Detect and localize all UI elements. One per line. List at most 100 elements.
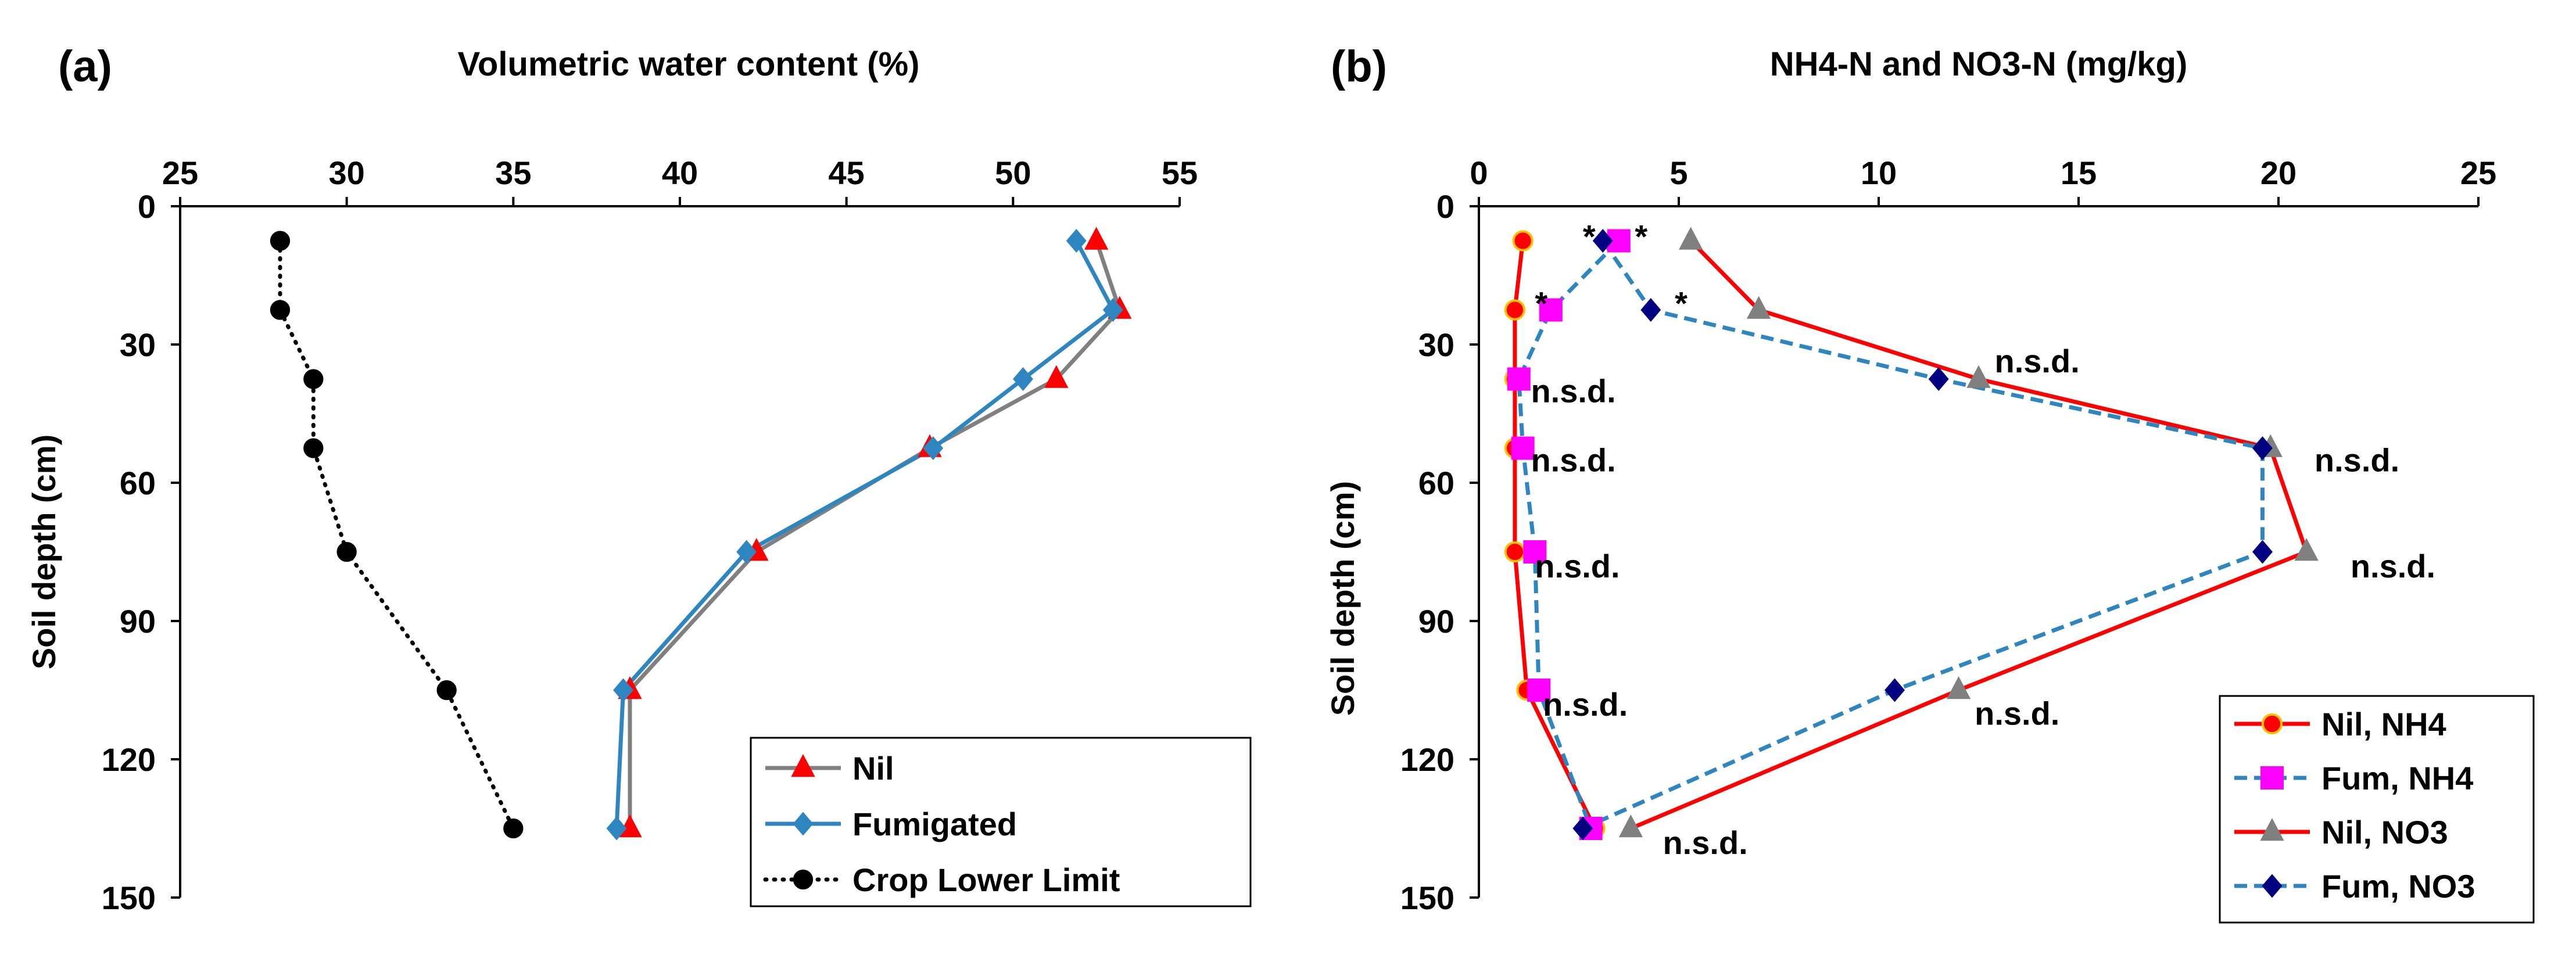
data-point-s3-0 — [1592, 228, 1613, 253]
data-point-s1-3 — [1511, 436, 1535, 460]
data-point-s2-0 — [270, 231, 291, 251]
data-point-s2-5 — [436, 680, 457, 701]
significance-marker: * — [1583, 218, 1596, 255]
data-point-s1-3 — [923, 436, 944, 461]
y-tick-label: 150 — [102, 880, 156, 916]
x-tick-label: 30 — [329, 155, 365, 191]
nsd-annotation: n.s.d. — [1543, 686, 1628, 723]
legend-label: Crop Lower Limit — [852, 862, 1120, 898]
x-tick-label: 5 — [1669, 155, 1688, 191]
legend-label: Nil, NH4 — [2321, 706, 2446, 742]
data-point-s0-0 — [1084, 227, 1109, 250]
data-point-s1-4 — [1523, 540, 1547, 564]
x-tick-label: 40 — [662, 155, 698, 191]
significance-marker: * — [1675, 285, 1688, 322]
data-point-s1-4 — [736, 540, 757, 564]
y-tick-label: 90 — [1418, 603, 1454, 640]
chart-title: Volumetric water content (%) — [458, 45, 920, 83]
legend-marker-3 — [2262, 874, 2283, 898]
data-point-s3-6 — [1572, 816, 1593, 841]
data-point-s1-5 — [1527, 679, 1551, 702]
x-tick-label: 20 — [2260, 155, 2296, 191]
data-point-s3-2 — [1928, 367, 1949, 392]
legend-marker-2 — [2260, 818, 2284, 841]
data-point-s0-1 — [1504, 299, 1526, 321]
panel-label: (b) — [1331, 42, 1387, 91]
legend-label: Fumigated — [852, 806, 1017, 842]
x-tick-label: 25 — [2460, 155, 2496, 191]
data-point-s2-5 — [1946, 676, 1971, 699]
data-point-s3-4 — [2252, 540, 2273, 564]
x-tick-label: 55 — [1162, 155, 1198, 191]
data-point-s2-6 — [503, 818, 524, 839]
x-tick-label: 50 — [995, 155, 1031, 191]
x-tick-label: 35 — [495, 155, 531, 191]
x-tick-label: 45 — [829, 155, 865, 191]
legend-marker-1 — [2260, 766, 2284, 789]
data-point-s1-2 — [1507, 367, 1531, 391]
data-point-s2-6 — [1618, 814, 1643, 838]
data-point-s0-2 — [1044, 365, 1069, 388]
y-tick-label: 0 — [138, 188, 156, 225]
data-point-s1-5 — [613, 678, 633, 702]
x-tick-label: 10 — [1861, 155, 1897, 191]
legend-label: Nil — [852, 750, 894, 787]
data-point-s2-2 — [1966, 365, 1991, 388]
data-point-s1-0 — [1066, 228, 1087, 253]
y-tick-label: 90 — [120, 603, 156, 640]
y-axis-label: Soil depth (cm) — [26, 435, 62, 669]
data-point-s2-1 — [1746, 296, 1771, 319]
data-point-s2-1 — [270, 300, 291, 320]
nsd-annotation: n.s.d. — [1535, 548, 1620, 584]
series-line-3 — [1582, 239, 2265, 831]
y-axis-label: Soil depth (cm) — [1324, 481, 1361, 716]
significance-marker: * — [1535, 285, 1547, 322]
legend-label: Fum, NO3 — [2321, 868, 2475, 905]
data-point-s2-4 — [336, 541, 357, 562]
y-tick-label: 60 — [120, 465, 156, 501]
legend-marker-0 — [2261, 713, 2283, 735]
data-point-s2-0 — [1678, 227, 1703, 250]
nsd-annotation: n.s.d. — [1975, 695, 2059, 732]
legend-label: Fum, NH4 — [2321, 760, 2473, 796]
series-line-0 — [1513, 241, 1597, 830]
y-tick-label: 120 — [1400, 741, 1454, 778]
data-point-s1-6 — [606, 816, 627, 841]
y-tick-label: 120 — [102, 741, 156, 778]
data-point-s2-2 — [303, 369, 324, 389]
data-point-s1-1 — [1539, 298, 1563, 322]
series-line-1 — [1517, 239, 1621, 830]
data-point-s1-1 — [1102, 297, 1123, 322]
x-tick-label: 15 — [2061, 155, 2097, 191]
panel-label: (a) — [58, 42, 112, 91]
data-point-s0-0 — [1512, 230, 1534, 252]
y-tick-label: 0 — [1436, 188, 1454, 225]
data-point-s1-2 — [1013, 367, 1033, 392]
y-tick-label: 60 — [1418, 465, 1454, 501]
data-point-s2-3 — [303, 438, 324, 458]
significance-marker: * — [1635, 218, 1647, 255]
nsd-annotation: n.s.d. — [1531, 372, 1615, 409]
nsd-annotation: n.s.d. — [2315, 442, 2399, 478]
nsd-annotation: n.s.d. — [1663, 824, 1747, 861]
data-point-s0-4 — [1504, 541, 1526, 563]
data-point-s3-1 — [1640, 297, 1661, 322]
legend-label: Nil, NO3 — [2321, 814, 2448, 850]
data-point-s3-3 — [2252, 436, 2273, 461]
legend-marker-1 — [793, 812, 814, 836]
data-point-s2-4 — [2294, 538, 2319, 561]
y-tick-label: 30 — [120, 326, 156, 363]
series-line-2 — [278, 239, 515, 831]
nsd-annotation: n.s.d. — [1995, 343, 2080, 379]
y-tick-label: 30 — [1418, 326, 1454, 363]
nsd-annotation: n.s.d. — [2351, 548, 2435, 584]
x-tick-label: 0 — [1470, 155, 1488, 191]
y-tick-label: 150 — [1400, 880, 1454, 916]
chart-panel-0: (a) Volumetric water content (%) 25 30 35 40 4… — [26, 42, 1252, 916]
data-point-s3-5 — [1884, 678, 1905, 702]
legend-marker-2 — [793, 869, 814, 890]
chart-title: NH4-N and NO3-N (mg/kg) — [1770, 45, 2188, 83]
chart-panel-1: (b) NH4-N and NO3-N (mg/kg) 0 5 10 15 20 25 0 30 6… — [1324, 42, 2535, 924]
legend-marker-0 — [791, 754, 815, 777]
